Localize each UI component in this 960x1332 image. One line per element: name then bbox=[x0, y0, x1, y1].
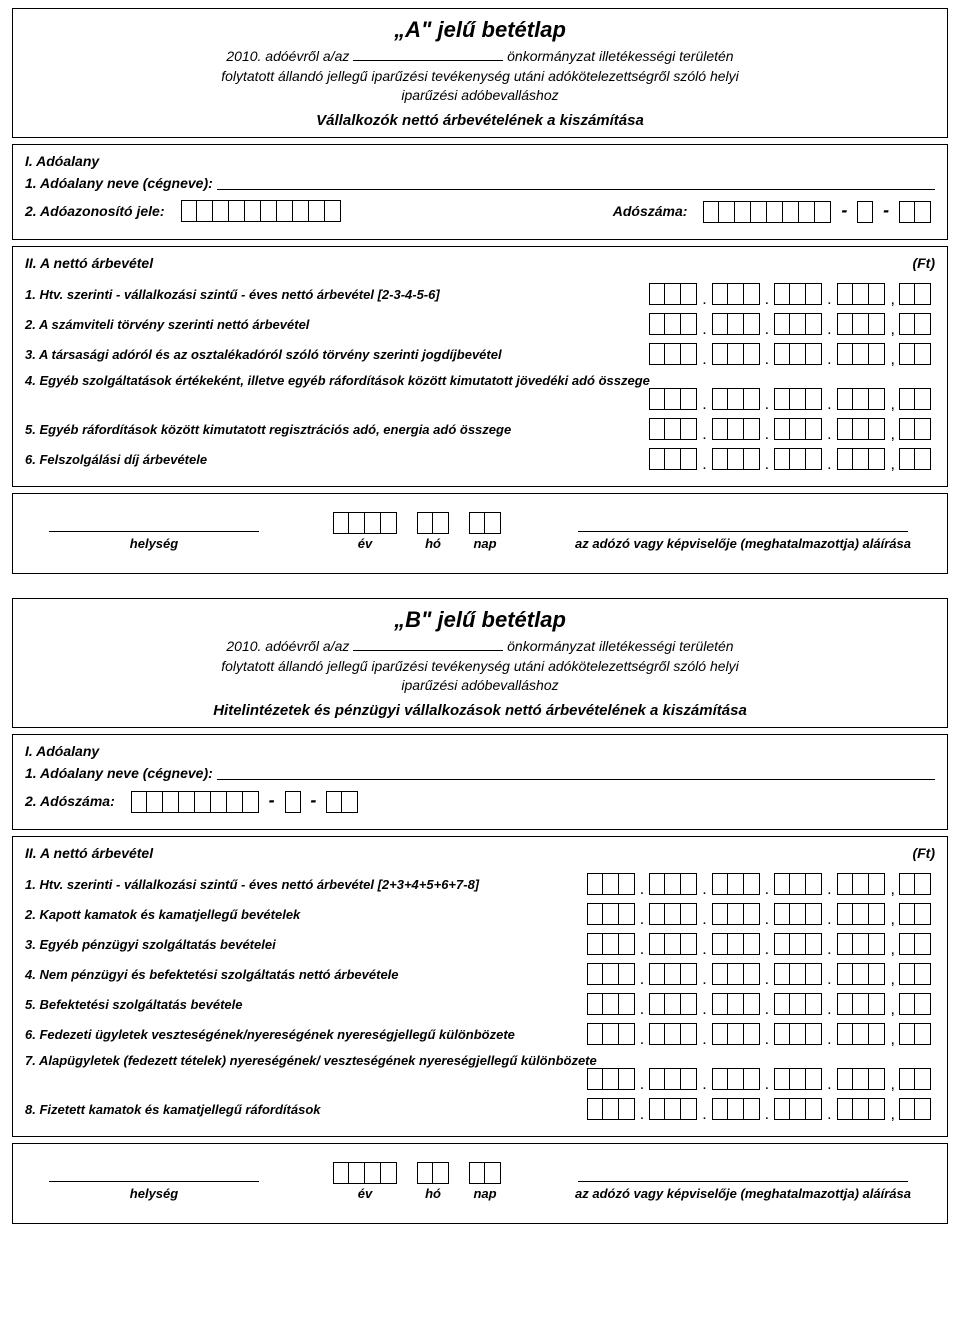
row-label: 4. Nem pénzügyi és befektetési szolgálta… bbox=[25, 967, 583, 982]
day-boxes-b[interactable] bbox=[469, 1162, 501, 1184]
form-a-header: „A" jelű betétlap 2010. adóévről a/az ön… bbox=[12, 8, 948, 138]
name-input-line-b[interactable] bbox=[217, 766, 935, 780]
month-boxes-b[interactable] bbox=[417, 1162, 449, 1184]
month-boxes[interactable] bbox=[417, 512, 449, 534]
data-row: 6. Fedezeti ügyletek veszteségének/nyere… bbox=[25, 1023, 935, 1045]
place-col-b: helység bbox=[49, 1181, 259, 1201]
data-row: 2. Kapott kamatok és kamatjellegű bevéte… bbox=[25, 903, 935, 925]
amount-boxes[interactable]: ..., bbox=[645, 448, 935, 470]
section2-title-b: II. A nettó árbevétel bbox=[25, 845, 912, 861]
place-col: helység bbox=[49, 531, 259, 551]
amount-boxes[interactable]: ..., bbox=[645, 313, 935, 335]
form-a-title: „A" jelű betétlap bbox=[25, 17, 935, 43]
form-b-line3: iparűzési adóbevalláshoz bbox=[25, 676, 935, 696]
form-b-rows: 1. Htv. szerinti - vállalkozási szintű -… bbox=[25, 873, 935, 1120]
signer-line-b[interactable] bbox=[578, 1181, 908, 1182]
taxno-label-b: 2. Adószáma: bbox=[25, 793, 115, 809]
amount-boxes[interactable]: ...., bbox=[583, 963, 935, 985]
section1-title: I. Adóalany bbox=[25, 153, 935, 169]
row-label: 7. Alapügyletek (fedezett tételek) nyere… bbox=[25, 1053, 935, 1068]
taxno-group[interactable]: - - bbox=[699, 199, 935, 223]
amount-boxes[interactable]: ..., bbox=[645, 283, 935, 305]
amount-boxes[interactable]: ..., bbox=[645, 388, 935, 410]
amount-boxes[interactable]: ...., bbox=[583, 873, 935, 895]
data-row: 1. Htv. szerinti - vállalkozási szintű -… bbox=[25, 873, 935, 895]
taxno-group-b[interactable]: - - bbox=[127, 789, 363, 813]
data-row: 3. Egyéb pénzügyi szolgáltatás bevételei… bbox=[25, 933, 935, 955]
row-label: 4. Egyéb szolgáltatások értékeként, ille… bbox=[25, 373, 935, 388]
form-b-section1: I. Adóalany 1. Adóalany neve (cégneve): … bbox=[12, 734, 948, 830]
signer-col: az adózó vagy képviselője (meghatalmazot… bbox=[575, 531, 911, 551]
form-a-line3: iparűzési adóbevalláshoz bbox=[25, 86, 935, 106]
amount-boxes[interactable]: ..., bbox=[645, 418, 935, 440]
form-b-section2: II. A nettó árbevétel (Ft) 1. Htv. szeri… bbox=[12, 836, 948, 1137]
name-field-b: 1. Adóalany neve (cégneve): bbox=[25, 765, 935, 781]
form-a-line2: folytatott állandó jellegű iparűzési tev… bbox=[25, 67, 935, 87]
day-boxes[interactable] bbox=[469, 512, 501, 534]
taxid-label: 2. Adóazonosító jele: bbox=[25, 203, 165, 219]
row-label: 6. Fedezeti ügyletek veszteségének/nyere… bbox=[25, 1027, 583, 1042]
data-row: 5. Egyéb ráfordítások között kimutatott … bbox=[25, 418, 935, 440]
data-row: 2. A számviteli törvény szerinti nettó á… bbox=[25, 313, 935, 335]
form-b-line2: folytatott állandó jellegű iparűzési tev… bbox=[25, 657, 935, 677]
amount-boxes[interactable]: ..., bbox=[645, 343, 935, 365]
row-label: 1. Htv. szerinti - vállalkozási szintű -… bbox=[25, 287, 645, 302]
form-a-section2: II. A nettó árbevétel (Ft) 1. Htv. szeri… bbox=[12, 246, 948, 487]
taxid-boxes[interactable] bbox=[181, 200, 341, 222]
form-b-header: „B" jelű betétlap 2010. adóévről a/az ön… bbox=[12, 598, 948, 728]
amount-boxes[interactable]: ...., bbox=[583, 993, 935, 1015]
amount-boxes[interactable]: ...., bbox=[583, 1098, 935, 1120]
amount-boxes[interactable]: ...., bbox=[583, 903, 935, 925]
data-row: 5. Befektetési szolgáltatás bevétele....… bbox=[25, 993, 935, 1015]
form-a-subtitle: Vállalkozók nettó árbevételének a kiszám… bbox=[25, 112, 935, 129]
row-label: 3. Egyéb pénzügyi szolgáltatás bevételei bbox=[25, 937, 583, 952]
date-group-b: év hó nap bbox=[329, 1162, 505, 1201]
place-line[interactable] bbox=[49, 531, 259, 532]
data-row: 6. Felszolgálási díj árbevétele..., bbox=[25, 448, 935, 470]
row-label: 8. Fizetett kamatok és kamatjellegű ráfo… bbox=[25, 1102, 583, 1117]
form-b-signature: helység év hó nap az adózó vagy képvisel… bbox=[12, 1143, 948, 1224]
unit-label-b: (Ft) bbox=[912, 845, 935, 861]
form-b-title: „B" jelű betétlap bbox=[25, 607, 935, 633]
municipality-blank[interactable] bbox=[353, 47, 503, 61]
name-label: 1. Adóalany neve (cégneve): bbox=[25, 175, 213, 191]
form-a-rows: 1. Htv. szerinti - vállalkozási szintű -… bbox=[25, 283, 935, 470]
taxid-field: 2. Adóazonosító jele: Adószáma: - - bbox=[25, 199, 935, 223]
signer-col-b: az adózó vagy képviselője (meghatalmazot… bbox=[575, 1181, 911, 1201]
data-row: 3. A társasági adóról és az osztalékadór… bbox=[25, 343, 935, 365]
row-label: 3. A társasági adóról és az osztalékadór… bbox=[25, 347, 645, 362]
amount-boxes[interactable]: ...., bbox=[583, 933, 935, 955]
year-boxes[interactable] bbox=[333, 512, 397, 534]
taxno-label: Adószáma: bbox=[613, 203, 688, 219]
section1-title-b: I. Adóalany bbox=[25, 743, 935, 759]
row-label: 5. Befektetési szolgáltatás bevétele bbox=[25, 997, 583, 1012]
unit-label: (Ft) bbox=[912, 255, 935, 271]
name-input-line[interactable] bbox=[217, 176, 935, 190]
row-label: 6. Felszolgálási díj árbevétele bbox=[25, 452, 645, 467]
date-group: év hó nap bbox=[329, 512, 505, 551]
form-b-year-line: 2010. adóévről a/az önkormányzat illeték… bbox=[25, 637, 935, 657]
section2-title: II. A nettó árbevétel bbox=[25, 255, 912, 271]
name-label-b: 1. Adóalany neve (cégneve): bbox=[25, 765, 213, 781]
form-a-year-line: 2010. adóévről a/az önkormányzat illeték… bbox=[25, 47, 935, 67]
row-label: 2. Kapott kamatok és kamatjellegű bevéte… bbox=[25, 907, 583, 922]
data-row: 4. Nem pénzügyi és befektetési szolgálta… bbox=[25, 963, 935, 985]
form-a-signature: helység év hó nap az adózó vagy képvisel… bbox=[12, 493, 948, 574]
taxno-field-b: 2. Adószáma: - - bbox=[25, 789, 935, 813]
signer-line[interactable] bbox=[578, 531, 908, 532]
name-field: 1. Adóalany neve (cégneve): bbox=[25, 175, 935, 191]
year-boxes-b[interactable] bbox=[333, 1162, 397, 1184]
data-row: 1. Htv. szerinti - vállalkozási szintű -… bbox=[25, 283, 935, 305]
form-b-subtitle: Hitelintézetek és pénzügyi vállalkozások… bbox=[25, 702, 935, 719]
form-a-section1: I. Adóalany 1. Adóalany neve (cégneve): … bbox=[12, 144, 948, 240]
data-row: 8. Fizetett kamatok és kamatjellegű ráfo… bbox=[25, 1098, 935, 1120]
amount-boxes[interactable]: ...., bbox=[583, 1023, 935, 1045]
amount-boxes[interactable]: ...., bbox=[583, 1068, 935, 1090]
place-line-b[interactable] bbox=[49, 1181, 259, 1182]
row-label: 1. Htv. szerinti - vállalkozási szintű -… bbox=[25, 877, 583, 892]
municipality-blank-b[interactable] bbox=[353, 637, 503, 651]
row-label: 2. A számviteli törvény szerinti nettó á… bbox=[25, 317, 645, 332]
row-label: 5. Egyéb ráfordítások között kimutatott … bbox=[25, 422, 645, 437]
